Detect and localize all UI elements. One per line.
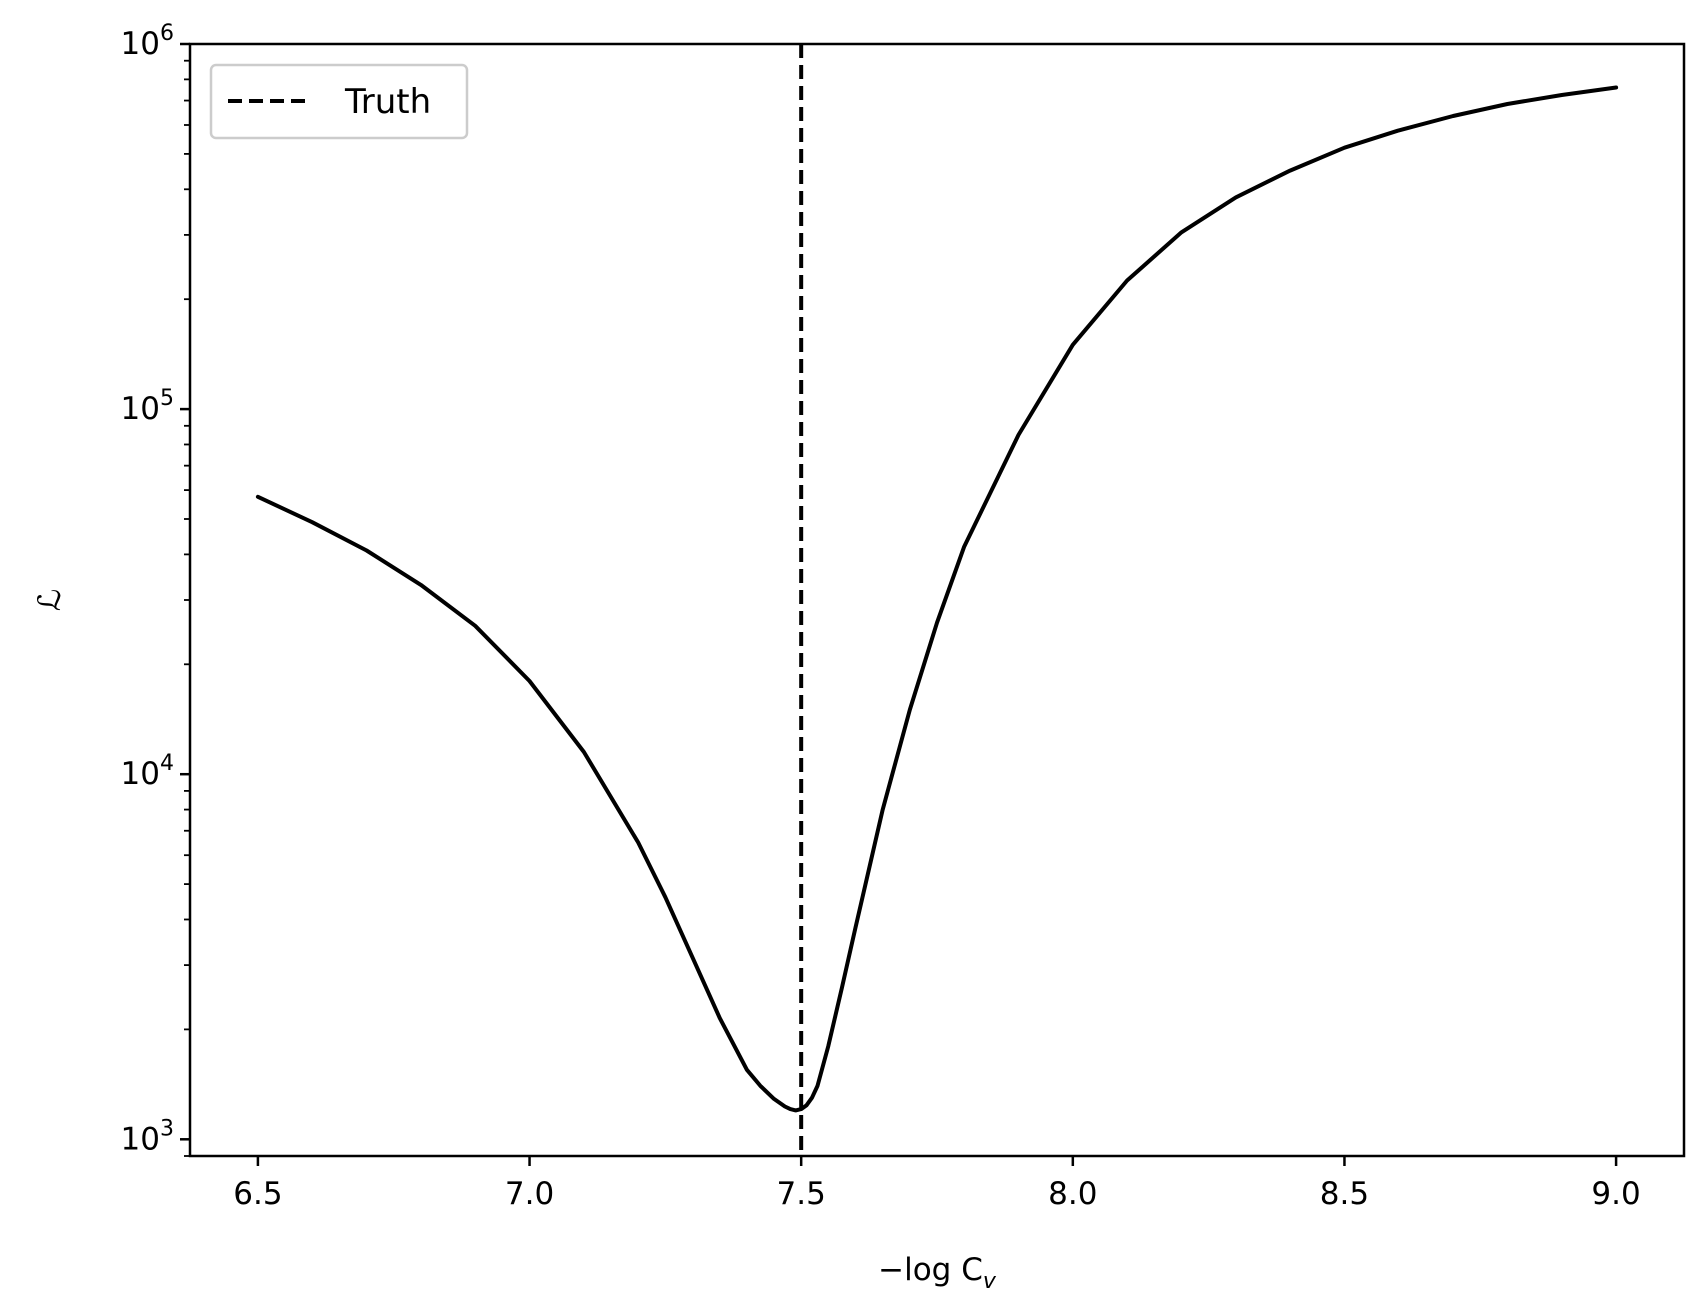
y-tick-label: 105 xyxy=(121,386,174,427)
x-tick-label: 7.0 xyxy=(505,1176,554,1212)
x-tick-label: 8.5 xyxy=(1320,1176,1369,1212)
y-axis: 103 104 105 106 xyxy=(121,21,190,1157)
x-axis-label: −log Cv xyxy=(878,1252,997,1294)
legend-box xyxy=(209,63,469,140)
y-tick-label: 103 xyxy=(121,1116,174,1157)
legend-truth-label: Truth xyxy=(344,82,431,122)
x-tick-label: 9.0 xyxy=(1591,1176,1640,1212)
x-axis-label-subscript: v xyxy=(983,1269,997,1294)
x-tick-label: 7.5 xyxy=(777,1176,826,1212)
x-axis: 6.5 7.0 7.5 8.0 8.5 9.0 xyxy=(233,1156,1641,1212)
x-tick-label: 6.5 xyxy=(233,1176,282,1212)
plot-frame xyxy=(188,42,1686,1158)
y-tick-label: 106 xyxy=(121,21,174,62)
legend: Truth xyxy=(209,63,469,140)
x-tick-label: 8.0 xyxy=(1048,1176,1097,1212)
y-axis-label: ℒ xyxy=(32,589,68,611)
plot-content xyxy=(255,44,1619,1156)
y-tick-label: 104 xyxy=(121,751,174,792)
likelihood-curve xyxy=(255,85,1619,1113)
